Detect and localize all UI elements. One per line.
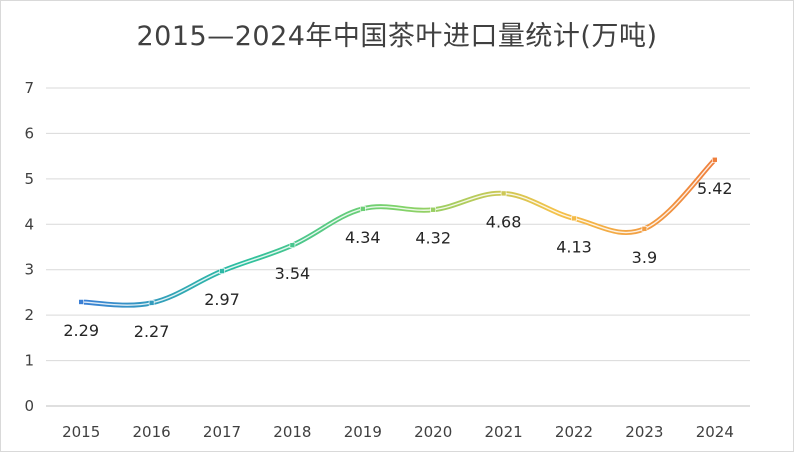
- y-axis: 0 1 2 3 4 5 6 7: [24, 79, 34, 415]
- x-tick-label: 2015: [62, 423, 100, 441]
- data-label: 5.42: [697, 179, 733, 198]
- series-line: [78, 157, 718, 308]
- data-label: 4.68: [486, 212, 522, 231]
- series-line-highlight: [80, 159, 716, 306]
- data-point: [78, 299, 84, 305]
- data-label: 3.54: [275, 264, 311, 283]
- y-tick-label: 6: [24, 124, 34, 142]
- data-point: [641, 226, 648, 232]
- data-label: 4.32: [415, 229, 451, 248]
- data-point: [500, 190, 507, 197]
- data-point: [148, 300, 155, 306]
- data-points: [78, 156, 718, 306]
- x-tick-label: 2024: [696, 423, 734, 441]
- x-tick-label: 2017: [203, 423, 241, 441]
- y-tick-label: 2: [24, 306, 34, 324]
- y-tick-label: 1: [24, 352, 34, 370]
- x-tick-label: 2018: [273, 423, 311, 441]
- data-point: [430, 206, 437, 213]
- chart-title: 2015—2024年中国茶叶进口量统计(万吨): [136, 21, 658, 52]
- data-point: [711, 156, 718, 163]
- y-tick-label: 7: [24, 79, 34, 97]
- x-axis: 2015 2016 2017 2018 2019 2020 2021 2022 2023 2024: [62, 423, 734, 441]
- y-tick-label: 3: [24, 261, 34, 279]
- x-tick-label: 2022: [555, 423, 593, 441]
- data-label: 4.34: [345, 228, 381, 247]
- data-label: 2.97: [204, 290, 240, 309]
- x-tick-label: 2023: [625, 423, 663, 441]
- data-label: 2.27: [134, 322, 170, 341]
- y-tick-label: 4: [24, 215, 34, 233]
- data-label: 2.29: [63, 321, 99, 340]
- x-tick-label: 2019: [344, 423, 382, 441]
- y-tick-label: 0: [24, 397, 34, 415]
- data-point: [359, 206, 366, 212]
- y-tick-label: 5: [24, 170, 34, 188]
- x-tick-label: 2021: [485, 423, 523, 441]
- data-labels: 2.29 2.27 2.97 3.54 4.34 4.32 4.68 4.13 3.9 5.42: [63, 179, 732, 341]
- data-label: 4.13: [556, 237, 592, 256]
- data-point: [289, 242, 296, 248]
- x-tick-label: 2020: [414, 423, 452, 441]
- data-point: [219, 268, 225, 274]
- x-tick-label: 2016: [133, 423, 171, 441]
- data-label: 3.9: [632, 248, 657, 267]
- data-point: [571, 215, 577, 222]
- gridlines: [46, 87, 750, 407]
